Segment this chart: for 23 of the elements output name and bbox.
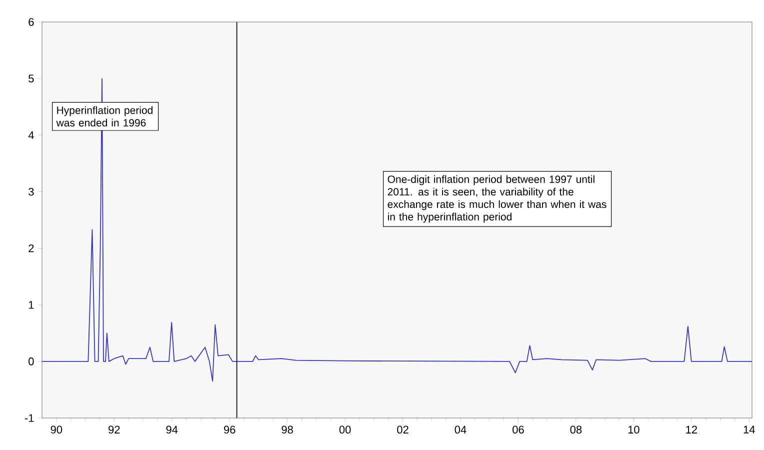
x-tick-label: 04 [454,426,466,434]
y-tick-label: 3 [28,188,34,196]
x-tick-label: 14 [744,426,755,434]
x-tick-label: 90 [50,426,62,434]
y-tick-label: 1 [28,301,34,309]
x-tick-label: 00 [339,426,351,434]
y-tick-label: 5 [28,74,34,82]
x-tick-label: 06 [512,426,524,434]
x-tick-label: 12 [686,426,697,434]
x-tick-label: 96 [224,426,236,434]
y-tick-label: 6 [28,18,34,26]
x-tick-label: 10 [628,426,640,434]
x-tick-label: 94 [166,426,178,434]
x-tick-label: 08 [570,426,582,434]
y-tick-label: 0 [28,358,34,366]
annotation: One-digit inflation period between 1997 until 2011. as it is seen, the variability of the exchange rate is much lower than when it was in the hyperinflation period [388,175,606,223]
y-tick-label: 2 [28,244,34,252]
x-tick-label: 92 [108,426,120,434]
y-tick-label: 4 [28,131,34,139]
x-tick-label: 02 [397,426,408,434]
x-tick-label: 98 [282,426,293,434]
annotation: Hyperinflation period was ended in 1996 [56,106,152,127]
y-tick-label: -1 [24,414,34,422]
